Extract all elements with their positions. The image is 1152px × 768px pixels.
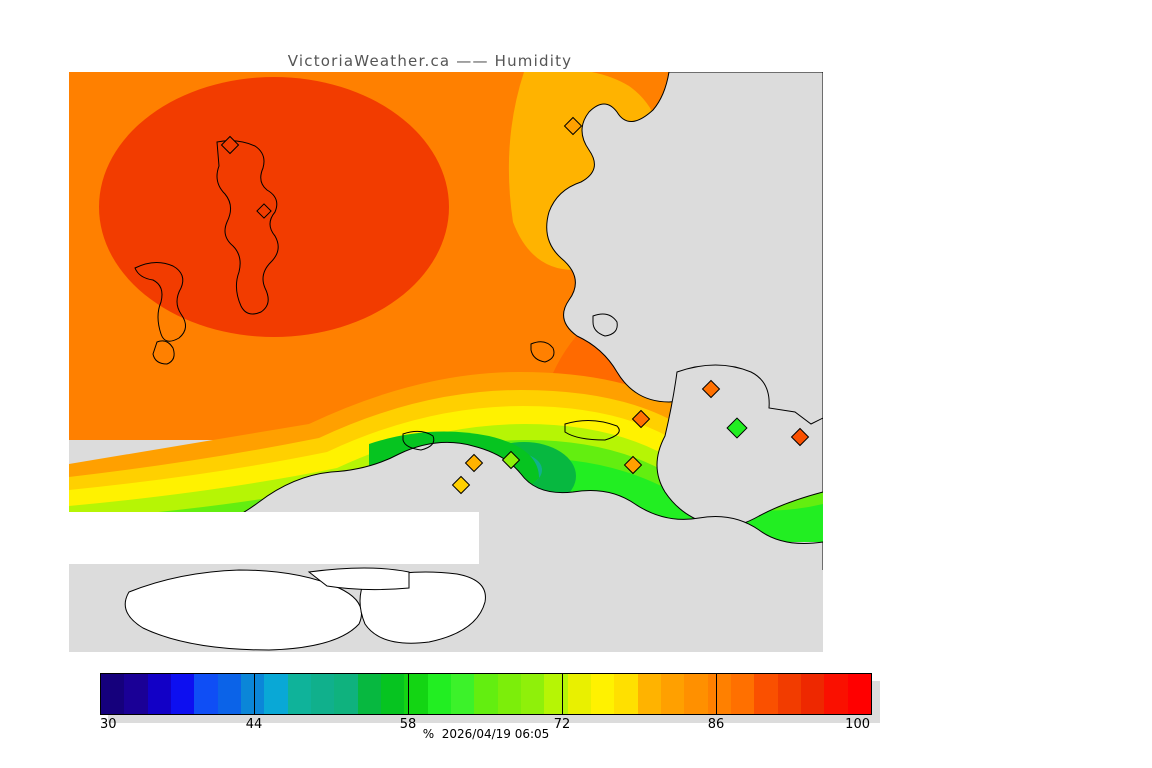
colorbar-swatch bbox=[287, 674, 311, 714]
station-marker[interactable] bbox=[790, 427, 810, 447]
colorbar-swatch bbox=[754, 674, 778, 714]
colorbar-tick bbox=[254, 673, 255, 715]
colorbar-swatch bbox=[730, 674, 755, 714]
colorbar-tick-label: 58 bbox=[399, 717, 417, 732]
station-marker[interactable] bbox=[726, 417, 748, 439]
coast-lake-b bbox=[592, 313, 618, 337]
island-south-central bbox=[359, 571, 486, 644]
colorbar: 30 44 58 72 86 100 % 2026/04/19 06:05 bbox=[100, 673, 890, 743]
colorbar-swatch bbox=[404, 674, 428, 714]
station-markers[interactable] bbox=[220, 116, 810, 495]
station-marker[interactable] bbox=[464, 453, 484, 473]
coast-sw-islet bbox=[152, 340, 175, 365]
coast-sw-island bbox=[134, 262, 186, 342]
colorbar-tick bbox=[716, 673, 717, 715]
colorbar-swatch bbox=[800, 674, 825, 714]
colorbar-swatch bbox=[567, 674, 591, 714]
colorbar-swatch bbox=[637, 674, 661, 714]
colorbar-swatch bbox=[777, 674, 801, 714]
colorbar-swatch bbox=[520, 674, 545, 714]
colorbar-swatch bbox=[497, 674, 521, 714]
colorbar-tick-labels: 30 44 58 72 86 100 bbox=[100, 717, 872, 737]
coastlines bbox=[134, 140, 620, 451]
colorbar-tick bbox=[562, 673, 563, 715]
colorbar-tick-label: 30 bbox=[100, 717, 117, 732]
island-southwest bbox=[124, 569, 362, 651]
station-marker[interactable] bbox=[256, 203, 272, 219]
colorbar-swatch bbox=[264, 674, 288, 714]
colorbar-swatch bbox=[334, 674, 358, 714]
coast-nw-island bbox=[216, 140, 279, 315]
station-marker[interactable] bbox=[563, 116, 583, 136]
nodata-strip-fill bbox=[69, 512, 479, 564]
station-marker[interactable] bbox=[220, 135, 240, 155]
colorbar-swatch bbox=[101, 674, 125, 714]
station-marker[interactable] bbox=[623, 455, 643, 475]
southern-islands bbox=[69, 564, 823, 652]
colorbar-swatch bbox=[380, 674, 405, 714]
colorbar-swatch bbox=[614, 674, 638, 714]
colorbar-swatch bbox=[660, 674, 685, 714]
colorbar-swatch bbox=[450, 674, 475, 714]
station-marker[interactable] bbox=[451, 475, 471, 495]
colorbar-swatch bbox=[847, 674, 871, 714]
colorbar-swatch bbox=[684, 674, 708, 714]
colorbar-swatch bbox=[217, 674, 241, 714]
station-marker[interactable] bbox=[701, 379, 721, 399]
colorbar-swatch bbox=[170, 674, 195, 714]
field-blob-nw-high bbox=[99, 77, 449, 337]
colorbar-ticks bbox=[100, 673, 872, 715]
colorbar-swatch bbox=[474, 674, 498, 714]
colorbar-swatch bbox=[194, 674, 218, 714]
colorbar-tick-label: 86 bbox=[707, 717, 725, 732]
colorbar-swatch bbox=[427, 674, 451, 714]
colorbar-swatch bbox=[147, 674, 171, 714]
colorbar-tick-label: 44 bbox=[245, 717, 263, 732]
coast-lake-c bbox=[402, 430, 435, 451]
coast-lake-a bbox=[530, 341, 555, 363]
land-east-peninsula bbox=[656, 364, 823, 528]
colorbar-swatch bbox=[310, 674, 335, 714]
colorbar-swatch bbox=[544, 674, 568, 714]
island-inlet bbox=[307, 567, 410, 591]
colorbar-caption: % 2026/04/19 06:05 bbox=[422, 727, 550, 741]
colorbar-swatch bbox=[824, 674, 848, 714]
colorbar-swatch bbox=[590, 674, 615, 714]
coast-lake-d bbox=[564, 420, 620, 441]
colorbar-tick bbox=[408, 673, 409, 715]
station-marker[interactable] bbox=[501, 450, 521, 470]
map-svg bbox=[69, 72, 823, 652]
colorbar-swatches[interactable] bbox=[100, 673, 872, 715]
page-title: VictoriaWeather.ca —— Humidity bbox=[287, 52, 573, 70]
colorbar-swatch bbox=[707, 674, 731, 714]
colorbar-tick-label: 100 bbox=[845, 717, 870, 732]
colorbar-swatch bbox=[124, 674, 148, 714]
station-marker[interactable] bbox=[631, 409, 651, 429]
colorbar-swatch bbox=[357, 674, 381, 714]
colorbar-swatch bbox=[240, 674, 265, 714]
colorbar-tick-label: 72 bbox=[553, 717, 571, 732]
map-canvas[interactable] bbox=[69, 72, 823, 652]
